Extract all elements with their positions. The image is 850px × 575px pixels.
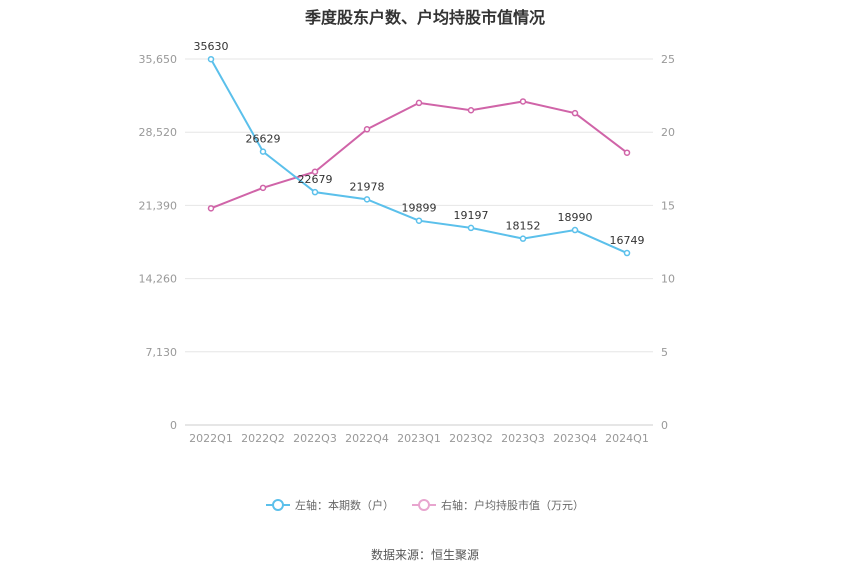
right-tick-label: 20 [661,126,675,139]
right-tick-label: 10 [661,273,675,286]
series-right-point [207,205,215,212]
right-axis: 0 5 10 15 20 25 [661,53,675,432]
left-tick-label: 21,390 [139,199,178,212]
x-tick-label: 2023Q2 [449,432,493,445]
x-tick-label: 2022Q4 [345,432,389,445]
legend-right-label: 右轴：户均持股市值（万元） [441,499,584,512]
legend: 左轴：本期数（户） 右轴：户均持股市值（万元） [0,497,850,513]
right-tick-label: 0 [661,419,668,432]
series-left-point [519,235,527,242]
series-right-point [519,98,527,105]
series-left-point [311,188,319,196]
series-right-line [210,100,628,210]
x-tick-label: 2023Q4 [553,432,597,445]
x-tick-label: 2022Q2 [241,432,285,445]
left-tick-label: 14,260 [139,273,178,286]
left-tick-label: 35,650 [139,53,178,66]
legend-left-swatch-icon [266,499,290,511]
left-axis: 0 7,130 14,260 21,390 28,520 35,650 [139,53,178,432]
data-label: 18152 [506,220,541,233]
left-tick-label: 28,520 [139,126,178,139]
series-right-point [467,106,475,114]
data-label: 22679 [298,173,333,186]
data-label: 18990 [558,211,593,224]
series-right-point [311,168,319,175]
series-left-point [467,224,475,232]
x-tick-label: 2023Q3 [501,432,545,445]
data-source: 数据来源：恒生聚源 [370,548,479,562]
series-right-point [363,126,371,133]
x-axis: 2022Q1 2022Q2 2022Q3 2022Q4 2023Q1 2023Q2 2023… [185,424,653,445]
x-tick-label: 2024Q1 [605,432,649,445]
data-label: 16749 [610,234,645,247]
right-tick-label: 5 [661,346,668,359]
x-tick-label: 2023Q1 [397,432,441,445]
grid-lines [185,58,653,353]
series-left-point [415,217,423,224]
series-left-point [623,249,631,257]
series-right-point [571,109,579,117]
right-tick-label: 15 [661,199,675,212]
data-labels: 35630 26629 22679 21978 19899 19197 18152 18990… [194,40,645,247]
series-right-point [415,99,423,107]
legend-right-swatch-icon [412,499,436,511]
data-label: 19899 [402,202,437,215]
series-left-point [363,196,371,203]
data-label: 26629 [246,133,281,146]
series-right-point [259,184,267,192]
left-tick-label: 7,130 [146,346,178,359]
left-tick-label: 0 [170,419,177,432]
legend-item-left-series[interactable]: 左轴：本期数（户） [266,497,394,513]
data-label: 21978 [350,180,385,193]
series-left-point [207,55,215,63]
series-left-point [259,148,267,155]
data-label: 19197 [454,209,489,222]
x-tick-label: 2022Q3 [293,432,337,445]
data-label: 35630 [194,40,229,53]
right-tick-label: 25 [661,53,675,66]
x-tick-label: 2022Q1 [189,432,233,445]
series-right-point [623,149,631,156]
series-left-point [571,226,579,234]
series-right-group [207,98,631,212]
legend-left-label: 左轴：本期数（户） [295,499,394,512]
chart-title: 季度股东户数、户均持股市值情况 [304,8,545,27]
legend-item-right-series[interactable]: 右轴：户均持股市值（万元） [412,497,584,513]
series-left-group [207,55,631,257]
